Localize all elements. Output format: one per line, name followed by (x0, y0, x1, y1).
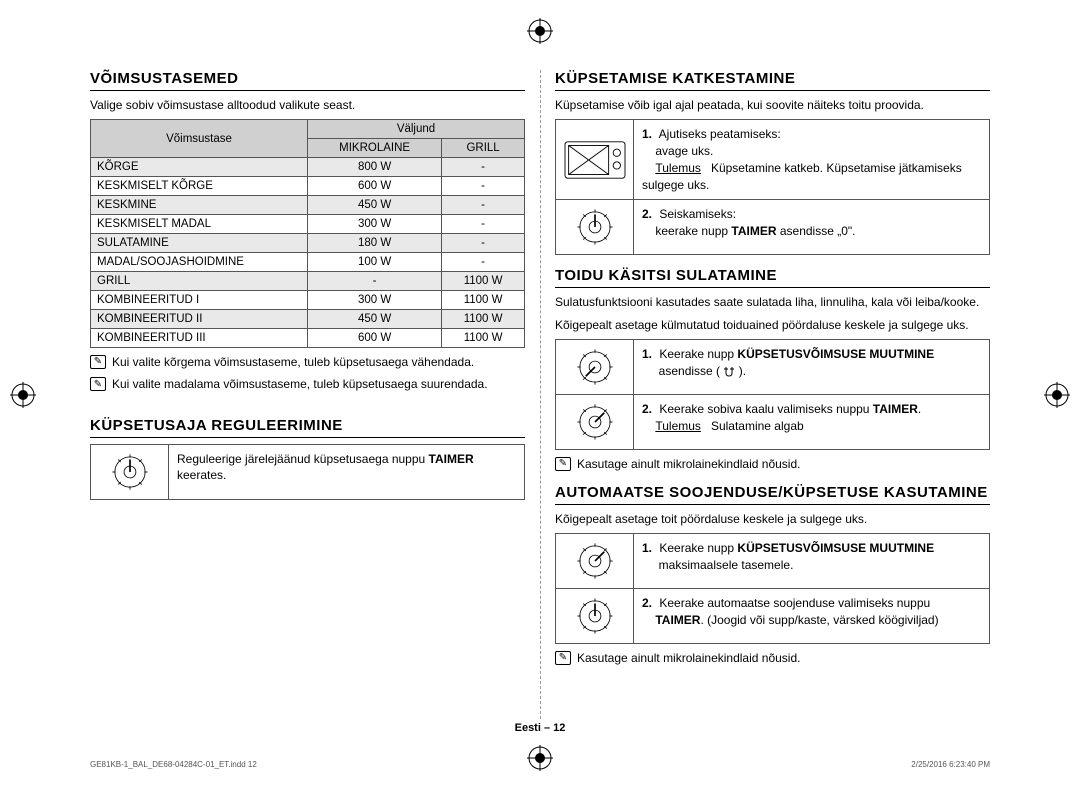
instruction-box: 1. Keerake nupp KÜPSETUSVÕIMSUSE MUUTMIN… (555, 533, 990, 644)
dial-icon (574, 540, 616, 582)
note: ✎ Kasutage ainult mikrolainekindlaid nõu… (555, 650, 990, 666)
table-row: KESKMINE450 W- (91, 196, 525, 215)
registration-mark-icon (1044, 382, 1070, 408)
power-levels-table: Võimsustase Väljund MIKROLAINE GRILL KÕR… (90, 119, 525, 348)
section-title-auto-reheat: AUTOMAATSE SOOJENDUSE/KÜPSETUSE KASUTAMI… (555, 484, 990, 505)
instruction-text: 2. Seiskamiseks: keerake nupp TAIMER ase… (634, 200, 989, 254)
note: ✎ Kui valite kõrgema võimsustaseme, tule… (90, 354, 525, 370)
dial-icon (109, 451, 151, 493)
table-row: KÕRGE800 W- (91, 158, 525, 177)
table-row: SULATAMINE180 W- (91, 234, 525, 253)
registration-mark-icon (527, 18, 553, 44)
column-divider (540, 70, 541, 719)
table-header: Võimsustase (91, 120, 308, 158)
table-row: GRILL-1100 W (91, 272, 525, 291)
note-icon: ✎ (90, 377, 106, 391)
section-title-stop-cooking: KÜPSETAMISE KATKESTAMINE (555, 70, 990, 91)
manual-defrost-intro: Sulatusfunktsiooni kasutades saate sulat… (555, 294, 990, 310)
section-title-manual-defrost: TOIDU KÄSITSI SULATAMINE (555, 267, 990, 288)
note-text: Kui valite madalama võimsustaseme, tuleb… (112, 376, 488, 392)
left-column: VÕIMSUSTASEMED Valige sobiv võimsustase … (90, 70, 525, 666)
right-column: KÜPSETAMISE KATKESTAMINE Küpsetamise või… (555, 70, 990, 666)
print-filename: GE81KB-1_BAL_DE68-04284C-01_ET.indd 12 (90, 760, 257, 769)
dial-icon (574, 401, 616, 443)
manual-defrost-intro2: Kõigepealt asetage külmutatud toiduained… (555, 317, 990, 333)
note-icon: ✎ (555, 651, 571, 665)
instruction-text: 2. Keerake sobiva kaalu valimiseks nuppu… (634, 395, 989, 449)
microwave-icon (563, 140, 627, 180)
table-row: KOMBINEERITUD II450 W1100 W (91, 310, 525, 329)
note-icon: ✎ (555, 457, 571, 471)
print-timestamp: 2/25/2016 6:23:40 PM (911, 760, 990, 769)
instruction-text: 1. Ajutiseks peatamiseks: avage uks. Tul… (634, 120, 989, 199)
note-text: Kui valite kõrgema võimsustaseme, tuleb … (112, 354, 474, 370)
table-header: MIKROLAINE (308, 139, 442, 158)
section-title-power-levels: VÕIMSUSTASEMED (90, 70, 525, 91)
registration-mark-icon (527, 745, 553, 771)
note-text: Kasutage ainult mikrolainekindlaid nõusi… (577, 456, 800, 472)
note: ✎ Kasutage ainult mikrolainekindlaid nõu… (555, 456, 990, 472)
note-icon: ✎ (90, 355, 106, 369)
instruction-box: 1. Ajutiseks peatamiseks: avage uks. Tul… (555, 119, 990, 255)
power-levels-intro: Valige sobiv võimsustase alltoodud valik… (90, 97, 525, 113)
dial-icon (574, 595, 616, 637)
defrost-icon (723, 365, 735, 377)
table-header: Väljund (308, 120, 525, 139)
instruction-text: Reguleerige järelejäänud küpsetusaega nu… (169, 445, 524, 499)
table-row: MADAL/SOOJASHOIDMINE100 W- (91, 253, 525, 272)
note-text: Kasutage ainult mikrolainekindlaid nõusi… (577, 650, 800, 666)
auto-reheat-intro: Kõigepealt asetage toit pöördaluse keske… (555, 511, 990, 527)
section-title-cooking-time-adjust: KÜPSETUSAJA REGULEERIMINE (90, 417, 525, 438)
instruction-text: 1. Keerake nupp KÜPSETUSVÕIMSUSE MUUTMIN… (634, 534, 989, 588)
table-row: KESKMISELT MADAL300 W- (91, 215, 525, 234)
instruction-box: Reguleerige järelejäänud küpsetusaega nu… (90, 444, 525, 500)
dial-icon (574, 206, 616, 248)
table-header: GRILL (442, 139, 525, 158)
instruction-box: 1. Keerake nupp KÜPSETUSVÕIMSUSE MUUTMIN… (555, 339, 990, 450)
registration-mark-icon (10, 382, 36, 408)
stop-cooking-intro: Küpsetamise võib igal ajal peatada, kui … (555, 97, 990, 113)
table-row: KOMBINEERITUD I300 W1100 W (91, 291, 525, 310)
table-row: KOMBINEERITUD III600 W1100 W (91, 329, 525, 348)
note: ✎ Kui valite madalama võimsustaseme, tul… (90, 376, 525, 392)
dial-icon (574, 346, 616, 388)
table-row: KESKMISELT KÕRGE600 W- (91, 177, 525, 196)
page-footer: Eesti – 12 (0, 722, 1080, 734)
instruction-text: 2. Keerake automaatse soojenduse valimis… (634, 589, 989, 643)
instruction-text: 1. Keerake nupp KÜPSETUSVÕIMSUSE MUUTMIN… (634, 340, 989, 394)
